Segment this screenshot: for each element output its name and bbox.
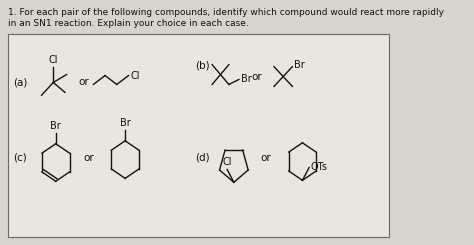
Text: Br: Br (50, 121, 61, 131)
Text: (b): (b) (195, 61, 210, 71)
Text: or: or (78, 77, 89, 87)
Text: (c): (c) (13, 153, 27, 163)
Text: Cl: Cl (48, 55, 58, 65)
Text: (a): (a) (13, 77, 27, 87)
Text: or: or (260, 153, 271, 163)
Text: Br: Br (294, 60, 305, 70)
Text: Br: Br (240, 74, 251, 84)
Text: Cl: Cl (130, 71, 140, 81)
Text: Br: Br (120, 118, 130, 128)
Text: or: or (251, 72, 262, 82)
Text: in an SN1 reaction. Explain your choice in each case.: in an SN1 reaction. Explain your choice … (8, 19, 249, 28)
Text: 1. For each pair of the following compounds, identify which compound would react: 1. For each pair of the following compou… (8, 8, 444, 17)
Text: or: or (84, 153, 95, 163)
Bar (8, 34, 390, 237)
Text: (d): (d) (195, 153, 210, 163)
Text: Cl: Cl (222, 158, 232, 168)
Text: OTs: OTs (311, 162, 328, 172)
